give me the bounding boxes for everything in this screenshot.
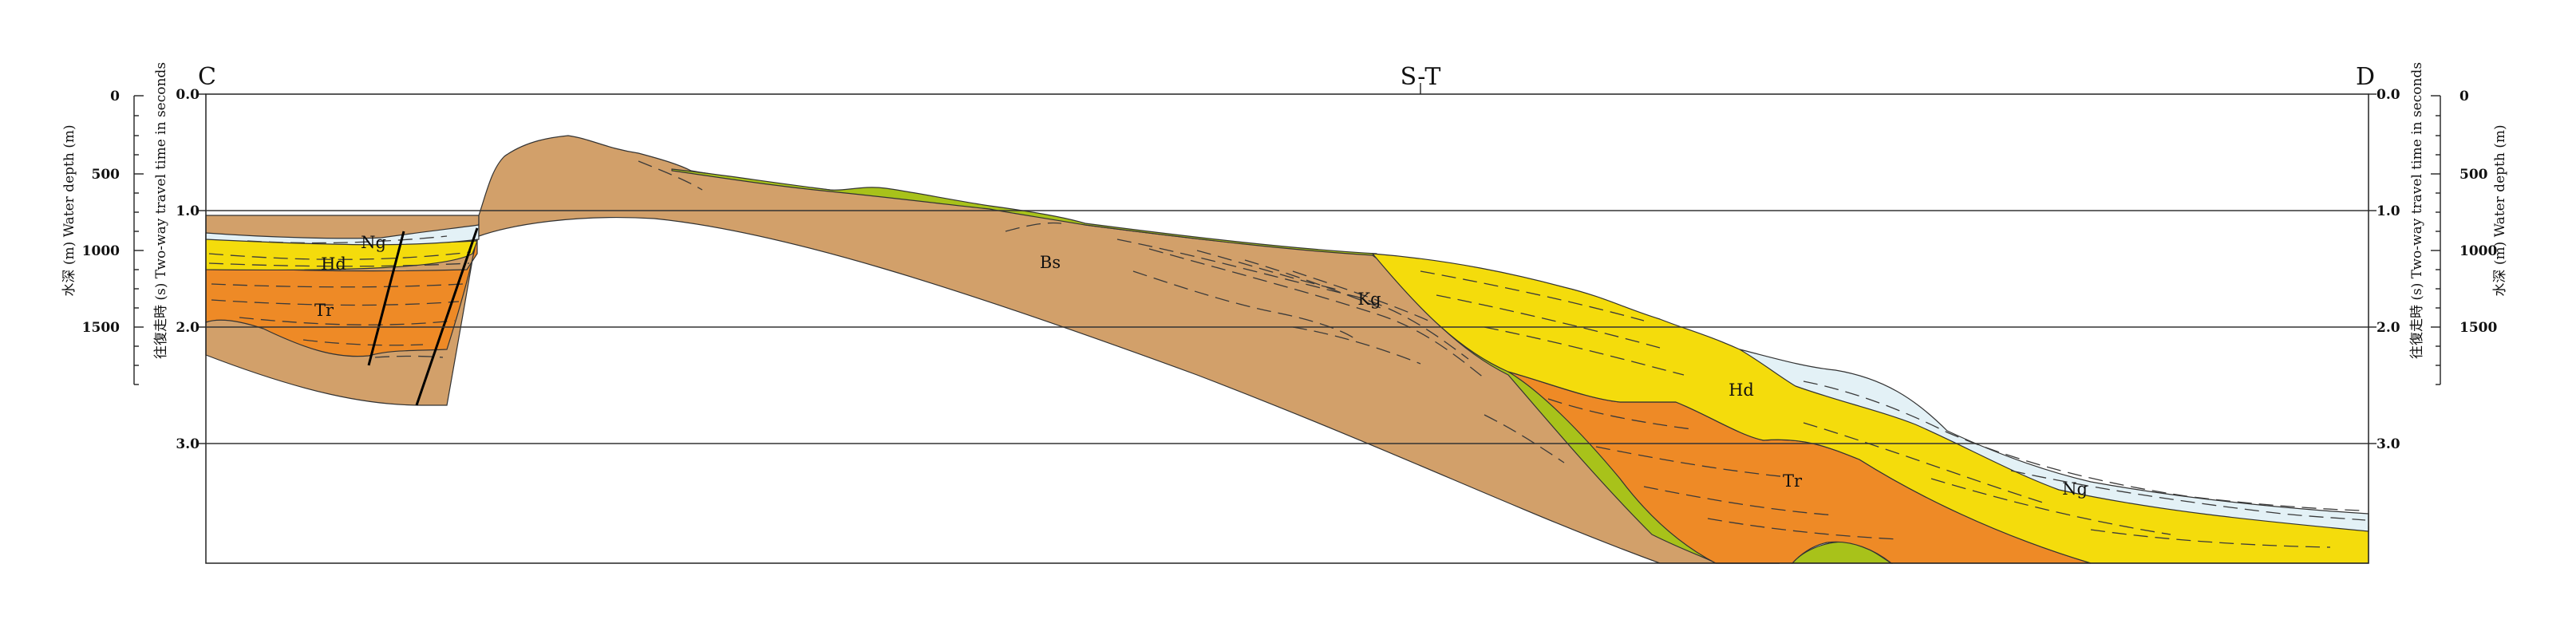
label-ng-left: Ng — [361, 233, 386, 252]
right-twt-tick-1: 1.0 — [2376, 203, 2400, 219]
reflector-ng-2 — [2010, 470, 2366, 521]
left-depth-tick-1000: 1000 — [82, 243, 120, 259]
reflector-tr-1 — [1547, 398, 1693, 430]
reflector-tr-left-1 — [211, 283, 464, 288]
right-twt-axis-title: 往復走時 (s) Two-way travel time in seconds — [2409, 62, 2425, 359]
left-depth-tick-500: 500 — [92, 167, 121, 183]
left-basin — [205, 215, 480, 406]
reflector-hd-6 — [2090, 529, 2331, 548]
reflector-tr-left-4 — [302, 339, 424, 346]
right-depth-tick-1500: 1500 — [2459, 320, 2497, 336]
left-depth-axis: 0 500 1000 1500 水深 (m) Water depth (m) — [61, 89, 144, 385]
right-depth-axis: 0 500 1000 1500 水深 (m) Water depth (m) — [2431, 89, 2508, 385]
right-twt-tick-3: 3.0 — [2376, 436, 2400, 452]
left-twt-tick-1: 1.0 — [176, 203, 200, 219]
label-ng-main: Ng — [2062, 479, 2088, 499]
reflector-tr-2 — [1595, 446, 1788, 478]
fault-west — [367, 231, 405, 366]
reflector-bs-1 — [638, 160, 703, 191]
reflector-hd-left-1 — [208, 251, 472, 260]
right-depth-tick-500: 500 — [2459, 167, 2488, 183]
reflector-hd-1 — [1420, 270, 1645, 321]
label-bs: Bs — [1040, 253, 1061, 272]
section-crossing: S-T — [1401, 63, 1441, 91]
reflector-tr-3 — [1643, 486, 1836, 516]
label-hd-left: Hd — [321, 254, 346, 274]
left-twt-axis-title: 往復走時 (s) Two-way travel time in seconds — [153, 62, 169, 359]
reflector-tr-left-2 — [211, 299, 460, 306]
right-depth-axis-title: 水深 (m) Water depth (m) — [2492, 124, 2508, 296]
reflector-hd-4 — [1803, 422, 2044, 503]
section-end-left: C — [198, 63, 216, 91]
left-twt-tick-3: 3.0 — [176, 436, 200, 452]
reflector-tr-4 — [1707, 518, 1900, 540]
label-hd-main: Hd — [1729, 381, 1754, 400]
reflector-kg-1 — [1116, 239, 1469, 360]
reflector-tr-left-3 — [239, 317, 456, 325]
reflector-kg-5 — [1292, 270, 1429, 321]
right-twt-axis: 0.0 1.0 2.0 3.0 往復走時 (s) Two-way travel … — [2369, 62, 2425, 452]
unit-tr-left — [205, 235, 478, 357]
reflector-hd-3 — [1484, 326, 1685, 376]
reflector-bs-left — [374, 355, 444, 358]
section-border — [205, 93, 2369, 564]
right-depth-tick-1000: 1000 — [2459, 243, 2497, 259]
label-tr-main: Tr — [1783, 471, 1803, 491]
reflector-hd-2 — [1436, 294, 1661, 349]
section-frame — [205, 83, 2369, 564]
reflector-kg-3 — [1196, 250, 1341, 291]
reflector-bs-2 — [1005, 222, 1062, 232]
reflector-ng-left — [247, 235, 448, 244]
reflector-bs-5 — [1484, 414, 1565, 463]
reflector-hd-left-2 — [208, 262, 470, 267]
left-depth-axis-title: 水深 (m) Water depth (m) — [61, 124, 77, 296]
section-end-right: D — [2356, 63, 2375, 91]
right-twt-tick-0: 0.0 — [2376, 87, 2400, 103]
main-section — [367, 135, 2369, 564]
right-twt-tick-2: 2.0 — [2376, 320, 2400, 336]
left-twt-axis: 0.0 1.0 2.0 3.0 往復走時 (s) Two-way travel … — [153, 62, 206, 452]
left-twt-tick-2: 2.0 — [176, 320, 200, 336]
right-depth-tick-0: 0 — [2459, 89, 2469, 105]
label-kg: Kg — [1357, 290, 1381, 309]
label-tr-left: Tr — [314, 301, 334, 320]
left-twt-tick-0: 0.0 — [176, 87, 200, 103]
reflector-bs-4 — [1292, 326, 1421, 365]
fault-east — [415, 227, 479, 406]
reflector-hd-5 — [1930, 478, 2171, 535]
reflector-kg-2 — [1148, 248, 1485, 379]
left-depth-tick-0: 0 — [110, 89, 120, 105]
left-depth-tick-1500: 1500 — [82, 320, 120, 336]
reflector-kg-4 — [1244, 259, 1381, 309]
